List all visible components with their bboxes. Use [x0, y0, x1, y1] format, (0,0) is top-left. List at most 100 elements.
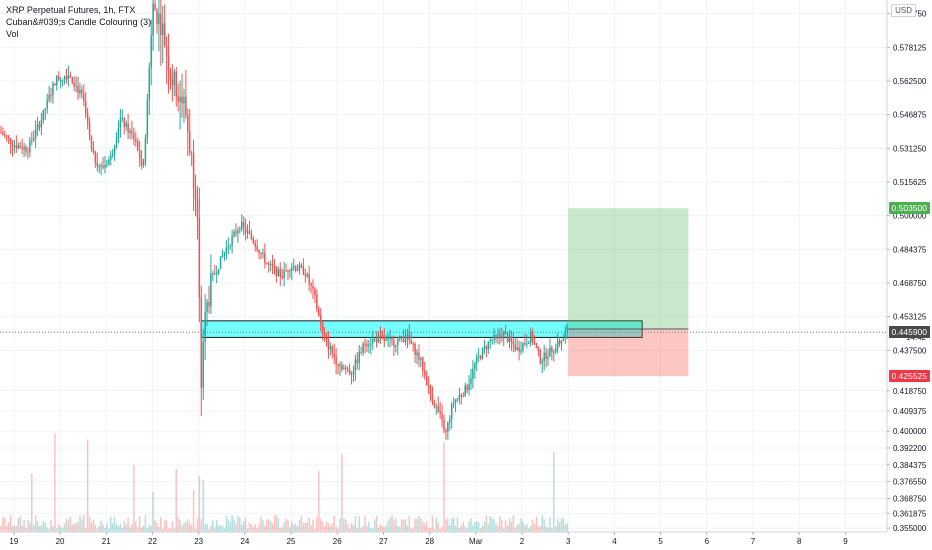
volume-label: Vol: [6, 29, 19, 39]
volume-bar: [445, 519, 447, 532]
candle-body: [520, 350, 522, 352]
candle-body: [323, 331, 326, 336]
candle-body: [233, 231, 235, 236]
x-tick-label: 8: [797, 537, 802, 546]
candle-body: [15, 145, 18, 149]
volume-bar: [67, 520, 70, 532]
candle-body: [46, 99, 48, 109]
volume-bar: [23, 519, 25, 532]
candle-body: [547, 356, 549, 359]
candle-body: [558, 340, 561, 344]
volume-bar: [541, 515, 543, 532]
volume-bar: [163, 520, 166, 532]
candle-body: [368, 344, 370, 347]
volume-bar: [96, 528, 99, 532]
currency-badge[interactable]: USD: [891, 4, 916, 17]
volume-bar: [308, 517, 310, 532]
volume-bar: [524, 525, 526, 532]
candle-body: [160, 13, 162, 35]
volume-bar: [246, 528, 249, 532]
candle-body: [418, 352, 420, 360]
volume-bar: [350, 522, 353, 532]
candle-body: [406, 334, 409, 340]
candle-body: [11, 144, 14, 147]
volume-bar: [554, 526, 557, 532]
volume-bar: [323, 526, 326, 532]
candle-body: [383, 337, 386, 341]
candle-body: [516, 347, 518, 350]
candle-body: [79, 89, 81, 94]
candle-body: [370, 343, 372, 345]
volume-bar: [452, 517, 455, 532]
volume-bar: [125, 524, 127, 532]
candle-body: [300, 265, 303, 267]
volume-bar: [333, 515, 335, 532]
volume-bars: [0, 433, 569, 532]
volume-bar: [84, 527, 87, 532]
volume-bar: [192, 489, 195, 532]
volume-bar: [71, 524, 73, 532]
candle-body: [121, 117, 124, 119]
candle-body: [460, 395, 463, 397]
volume-bar: [110, 516, 112, 532]
volume-bar: [294, 523, 297, 532]
candle-body: [281, 276, 283, 279]
volume-bar: [474, 522, 476, 532]
volume-bar: [269, 520, 272, 532]
candle-body: [100, 165, 102, 167]
candle-body: [458, 395, 461, 399]
candle-body: [262, 252, 264, 254]
candle-body: [533, 341, 536, 344]
candle-body: [350, 373, 353, 375]
candle-body: [0, 131, 2, 133]
candle-body: [414, 343, 416, 356]
volume-bar: [397, 525, 399, 532]
volume-bar: [302, 523, 305, 532]
candle-body: [375, 338, 378, 343]
volume-bar: [410, 528, 412, 532]
volume-bar: [283, 522, 285, 532]
candle-body: [194, 188, 197, 200]
volume-bar: [518, 523, 520, 532]
volume-bar: [433, 528, 436, 532]
candle-body: [86, 113, 89, 123]
x-tick-label: 4: [612, 537, 617, 546]
candle-body: [416, 352, 418, 356]
volume-bar: [475, 521, 478, 532]
volume-bar: [539, 526, 542, 532]
volume-bar: [450, 518, 453, 532]
volume-bar: [319, 518, 322, 532]
candle-body: [450, 404, 453, 420]
candle-body: [283, 270, 285, 279]
volume-bar: [19, 516, 21, 532]
y-tick-label: 0.500000: [893, 212, 927, 221]
candle-body: [217, 269, 220, 274]
candle-body: [518, 347, 520, 352]
volume-bar: [510, 521, 513, 532]
candle-body: [379, 335, 382, 337]
candle-body: [81, 89, 83, 94]
volume-bar: [416, 518, 418, 532]
volume-bar: [298, 519, 301, 532]
volume-bar: [281, 527, 283, 532]
candle-body: [142, 162, 145, 166]
volume-bar: [190, 525, 193, 532]
volume-bar: [187, 519, 189, 532]
candle-body: [499, 334, 501, 337]
volume-bar: [285, 518, 287, 532]
volume-bar: [289, 527, 291, 532]
candle-body: [9, 138, 12, 145]
candle-body: [229, 245, 231, 247]
y-tick-label: 0.409375: [893, 407, 927, 416]
candle-body: [165, 45, 168, 55]
candle-body: [497, 334, 499, 336]
volume-bar: [215, 519, 218, 532]
volume-bar: [133, 464, 135, 532]
candle-body: [502, 332, 505, 339]
volume-bar: [406, 525, 409, 532]
candle-body: [564, 331, 567, 337]
candle-body: [32, 138, 35, 141]
volume-bar: [179, 519, 181, 532]
